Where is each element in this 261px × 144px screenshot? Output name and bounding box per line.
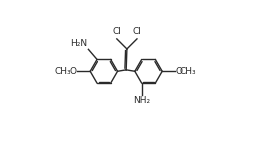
Text: CH₃: CH₃ xyxy=(179,67,196,76)
Text: O: O xyxy=(69,67,76,76)
Text: Cl: Cl xyxy=(112,27,121,36)
Text: H₂N: H₂N xyxy=(70,39,88,48)
Text: NH₂: NH₂ xyxy=(133,96,150,105)
Text: CH₃: CH₃ xyxy=(55,67,71,76)
Text: Cl: Cl xyxy=(133,27,141,36)
Text: O: O xyxy=(176,67,183,76)
